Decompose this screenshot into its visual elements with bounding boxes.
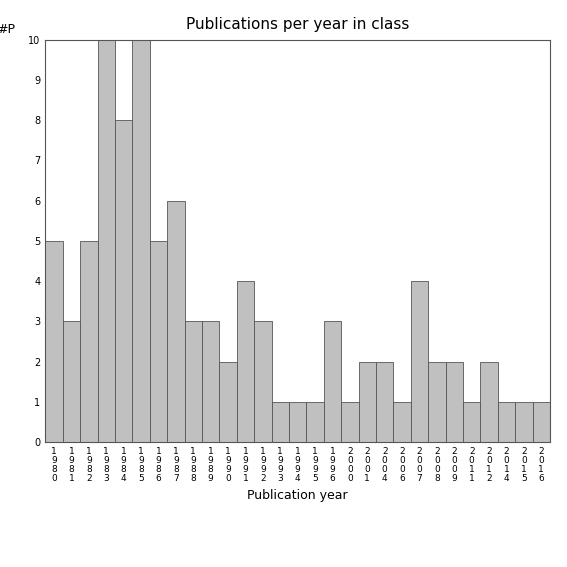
Title: Publications per year in class: Publications per year in class [186, 16, 409, 32]
Bar [411, 281, 428, 442]
Bar [289, 402, 306, 442]
Bar [324, 321, 341, 442]
Bar [393, 402, 411, 442]
Bar [115, 120, 132, 442]
Y-axis label: #P: #P [0, 23, 15, 36]
Bar [463, 402, 480, 442]
Bar [532, 402, 550, 442]
Bar [446, 362, 463, 442]
Bar [254, 321, 272, 442]
Bar [480, 362, 498, 442]
Bar [98, 40, 115, 442]
Bar [358, 362, 376, 442]
Bar [428, 362, 446, 442]
Bar [515, 402, 532, 442]
Bar [306, 402, 324, 442]
X-axis label: Publication year: Publication year [247, 489, 348, 502]
Bar [80, 241, 98, 442]
Bar [63, 321, 80, 442]
Bar [219, 362, 237, 442]
Bar [167, 201, 185, 442]
Bar [185, 321, 202, 442]
Bar [376, 362, 393, 442]
Bar [150, 241, 167, 442]
Bar [272, 402, 289, 442]
Bar [132, 40, 150, 442]
Bar [45, 241, 63, 442]
Bar [498, 402, 515, 442]
Bar [237, 281, 254, 442]
Bar [341, 402, 358, 442]
Bar [202, 321, 219, 442]
